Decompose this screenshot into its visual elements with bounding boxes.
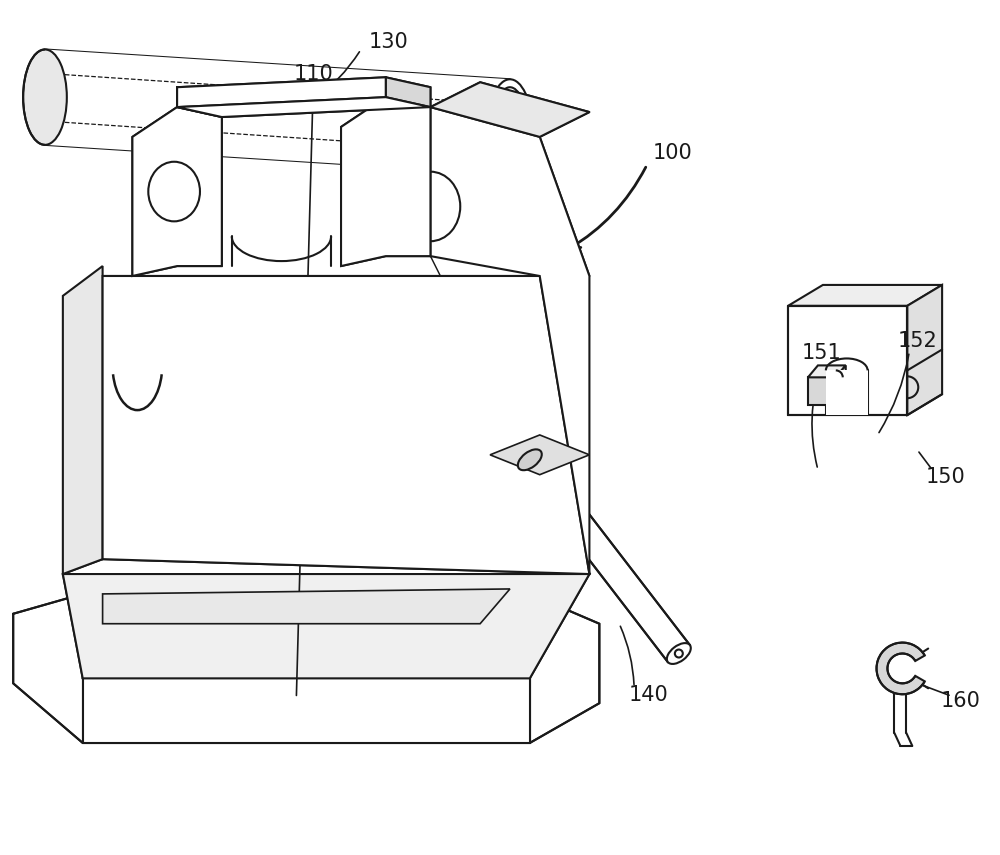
Polygon shape: [132, 107, 222, 276]
Polygon shape: [788, 285, 942, 306]
Wedge shape: [877, 643, 925, 694]
Text: 121: 121: [502, 381, 542, 401]
Ellipse shape: [493, 87, 527, 167]
Polygon shape: [430, 107, 589, 574]
Text: 120: 120: [130, 407, 170, 427]
Polygon shape: [341, 97, 430, 266]
Polygon shape: [45, 50, 510, 174]
Ellipse shape: [148, 162, 200, 221]
Polygon shape: [808, 377, 836, 405]
Ellipse shape: [23, 50, 67, 144]
Polygon shape: [103, 276, 589, 574]
Polygon shape: [430, 82, 589, 137]
Polygon shape: [836, 365, 846, 405]
Polygon shape: [490, 435, 589, 475]
Polygon shape: [808, 365, 846, 377]
Polygon shape: [907, 285, 942, 415]
Polygon shape: [13, 594, 599, 743]
Ellipse shape: [488, 80, 532, 174]
Polygon shape: [519, 451, 690, 662]
Polygon shape: [788, 306, 907, 415]
Text: 130: 130: [369, 32, 409, 51]
Polygon shape: [826, 370, 868, 415]
Ellipse shape: [518, 450, 542, 470]
Text: 152: 152: [897, 331, 937, 351]
Polygon shape: [83, 678, 530, 743]
Polygon shape: [177, 97, 430, 117]
Ellipse shape: [675, 650, 683, 657]
Ellipse shape: [667, 643, 691, 664]
Text: 100: 100: [653, 143, 693, 162]
Polygon shape: [63, 574, 589, 678]
Polygon shape: [177, 77, 386, 107]
Text: 110: 110: [293, 64, 333, 85]
Polygon shape: [103, 589, 510, 623]
Text: 151: 151: [802, 344, 842, 363]
Text: 150: 150: [925, 467, 965, 486]
Polygon shape: [63, 266, 103, 574]
Polygon shape: [177, 87, 222, 117]
Polygon shape: [386, 77, 430, 107]
Text: 140: 140: [629, 685, 669, 705]
Text: 160: 160: [941, 691, 981, 711]
